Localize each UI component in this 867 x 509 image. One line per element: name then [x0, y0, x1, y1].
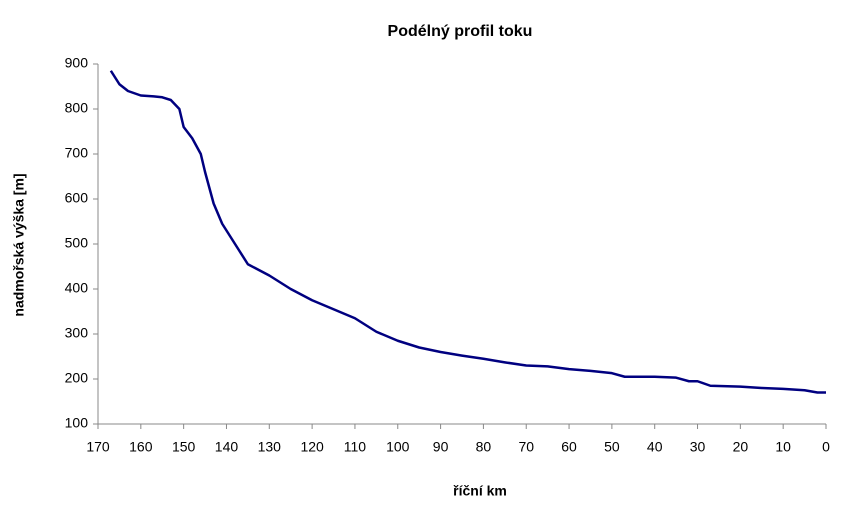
line-series: [109, 70, 826, 394]
x-tick-label: 10: [775, 439, 791, 455]
y-tick-label: 400: [65, 280, 89, 296]
chart-title: Podélný profil toku: [388, 23, 533, 40]
x-tick-label: 50: [604, 439, 620, 455]
y-tick-label: 500: [65, 235, 89, 251]
y-tick-label: 300: [65, 325, 89, 341]
x-tick-label: 110: [344, 439, 367, 455]
y-tick-label: 100: [65, 415, 89, 431]
x-tick-label: 80: [476, 439, 492, 455]
y-axis-label: nadmořská výška [m]: [11, 173, 27, 316]
x-tick-label: 120: [300, 439, 324, 455]
y-tick-label: 900: [65, 55, 89, 71]
x-tick-label: 0: [822, 439, 830, 455]
y-tick-label: 600: [65, 190, 89, 206]
x-tick-label: 130: [258, 439, 282, 455]
x-tick-label: 90: [433, 439, 449, 455]
x-axis-label: říční km: [453, 483, 507, 499]
y-tick-label: 800: [65, 100, 89, 116]
x-tick-label: 20: [733, 439, 749, 455]
x-tick-label: 160: [129, 439, 153, 455]
x-tick-label: 70: [518, 439, 534, 455]
x-tick-label: 30: [690, 439, 706, 455]
y-tick-label: 200: [65, 370, 89, 386]
x-tick-label: 170: [86, 439, 110, 455]
x-tick-label: 60: [561, 439, 577, 455]
x-tick-label: 100: [386, 439, 410, 455]
x-tick-label: 40: [647, 439, 663, 455]
x-tick-label: 140: [215, 439, 239, 455]
x-tick-label: 150: [172, 439, 196, 455]
y-tick-label: 700: [65, 145, 89, 161]
